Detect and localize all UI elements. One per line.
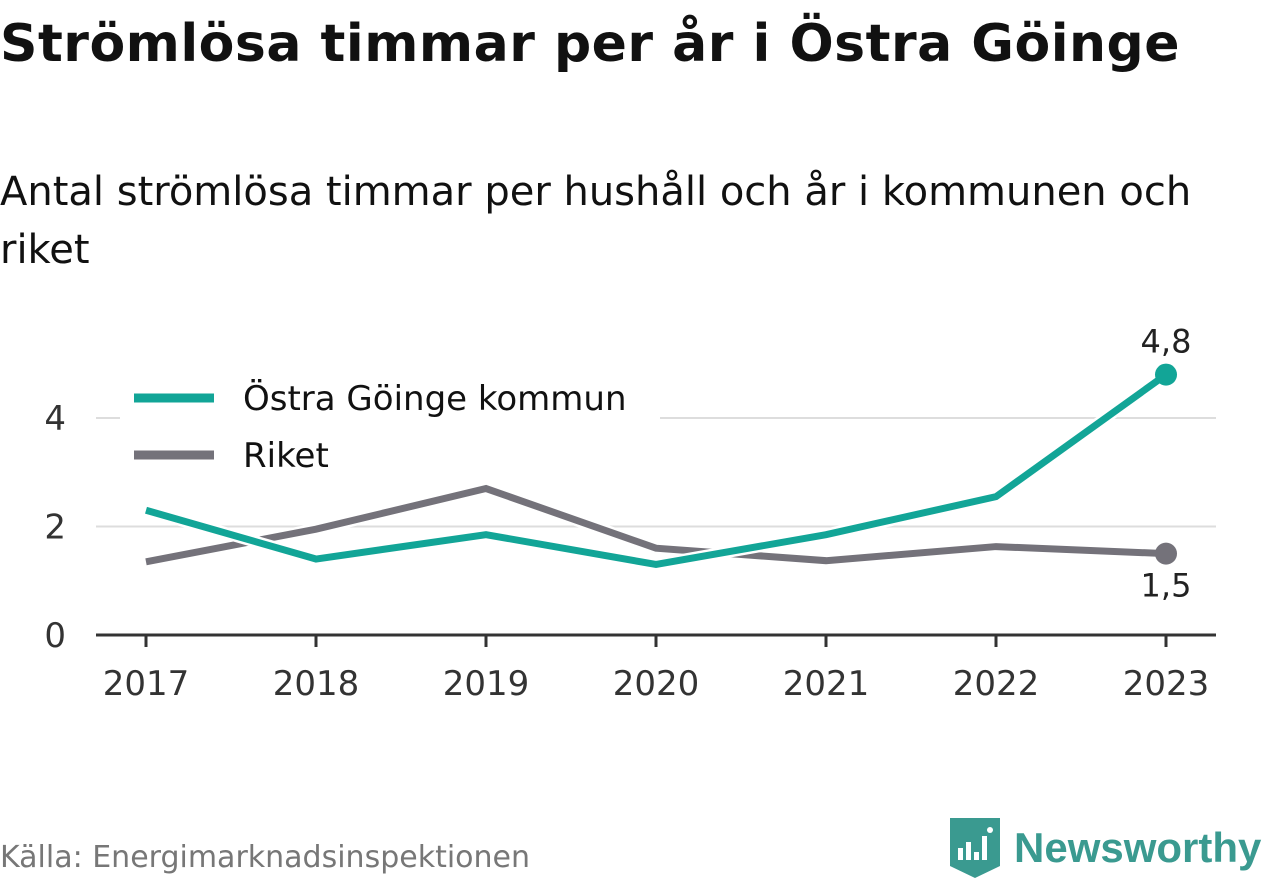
x-tick-label: 2020 xyxy=(613,664,700,704)
data-label: 1,5 xyxy=(1141,567,1192,605)
y-tick-label: 0 xyxy=(44,616,66,656)
data-labels: 4,8 1,5 xyxy=(1141,323,1192,605)
y-tick-label: 4 xyxy=(44,399,66,439)
y-tick-label: 2 xyxy=(44,508,66,548)
x-tick-label: 2019 xyxy=(443,664,530,704)
x-axis: 2017 2018 2019 2020 2021 2022 2023 xyxy=(96,633,1216,704)
brand-logo[interactable]: Newsworthy xyxy=(950,818,1261,878)
x-tick-label: 2018 xyxy=(273,664,360,704)
x-tick-label: 2022 xyxy=(953,664,1040,704)
data-label: 4,8 xyxy=(1141,323,1192,361)
series-end-point xyxy=(1155,542,1177,565)
legend-label: Riket xyxy=(243,436,329,476)
brand-name: Newsworthy xyxy=(1014,824,1262,871)
newsworthy-logo-icon xyxy=(950,818,1000,878)
series-lines xyxy=(144,363,1177,571)
series-end-point xyxy=(1155,363,1177,386)
chart-title: Strömlösa timmar per år i Östra Göinge xyxy=(0,14,1181,74)
legend-label: Östra Göinge kommun xyxy=(243,378,627,419)
source-note: Källa: Energimarknadsinspektionen xyxy=(0,840,531,875)
x-tick-label: 2017 xyxy=(103,664,190,704)
x-tick-label: 2023 xyxy=(1123,664,1210,704)
chart-subtitle: Antal strömlösa timmar per hushåll och å… xyxy=(0,169,1192,273)
series-line xyxy=(145,484,1167,566)
x-tick-label: 2021 xyxy=(783,664,870,704)
series-line xyxy=(145,371,1169,569)
legend: Östra Göinge kommun Riket xyxy=(120,372,660,476)
